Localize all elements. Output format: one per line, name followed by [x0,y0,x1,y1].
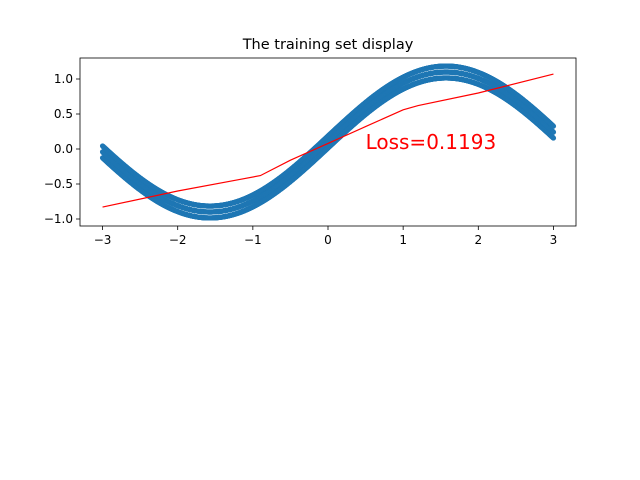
y-tick-label: 0.0 [54,142,73,156]
x-tick-label: 3 [550,233,558,247]
loss-annotation: Loss=0.1193 [366,130,497,154]
prediction-line-series [102,73,554,208]
x-tick-label: 2 [474,233,482,247]
scatter-point [550,129,557,135]
y-tick-label: 1.0 [54,72,73,86]
x-tick-label: −1 [244,233,262,247]
x-tick-label: −2 [169,233,187,247]
x-tick-label: 1 [399,233,407,247]
x-tick-label: −3 [94,233,112,247]
x-axis: −3 −2 −1 0 1 2 3 [94,226,558,247]
y-tick-label: −1.0 [44,212,73,226]
y-axis: −1.0 −0.5 0.0 0.5 1.0 [44,72,80,226]
prediction-line [102,73,554,208]
x-tick-label: 0 [324,233,332,247]
scatter-point [550,135,557,141]
y-tick-label: −0.5 [44,177,73,191]
chart-title: The training set display [242,37,414,53]
scatter-point [550,123,557,129]
y-tick-label: 0.5 [54,107,73,121]
